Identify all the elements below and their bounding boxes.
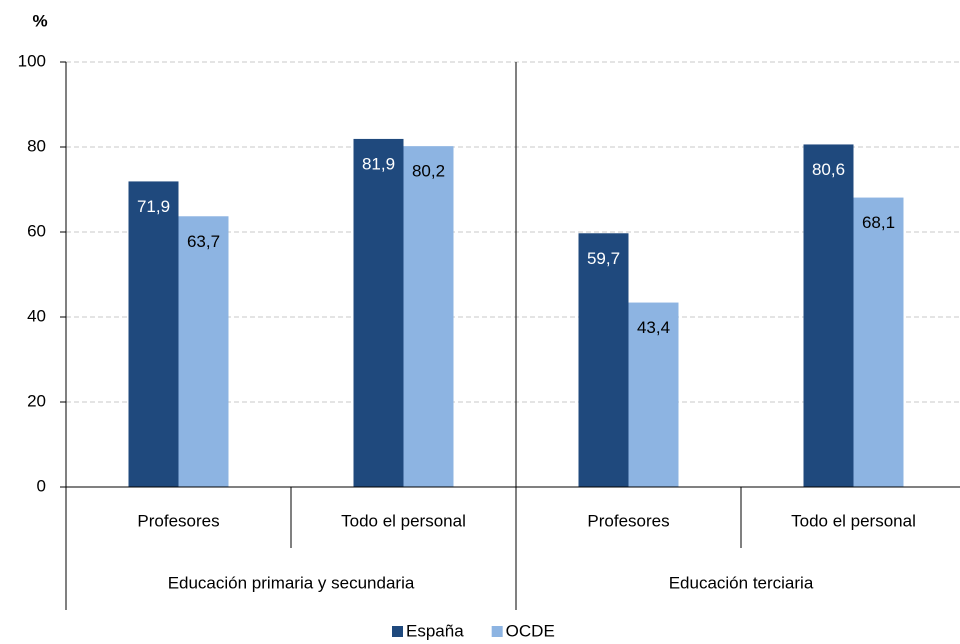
y-tick-label: 80 bbox=[27, 136, 46, 155]
y-tick-label: 100 bbox=[18, 51, 46, 70]
value-label: 59,7 bbox=[587, 249, 620, 268]
value-label: 68,1 bbox=[862, 213, 895, 232]
value-label: 80,6 bbox=[812, 160, 845, 179]
bar bbox=[803, 144, 854, 487]
y-tick-label: 20 bbox=[27, 391, 46, 410]
value-label: 63,7 bbox=[187, 232, 220, 251]
x-tick-label: Todo el personal bbox=[341, 511, 466, 530]
value-label: 43,4 bbox=[637, 318, 670, 337]
x-tick-label: Profesores bbox=[587, 511, 669, 530]
bar bbox=[628, 302, 679, 487]
x-tick-label: Todo el personal bbox=[791, 511, 916, 530]
bar bbox=[128, 181, 179, 488]
y-tick-label: 60 bbox=[27, 221, 46, 240]
value-label: 71,9 bbox=[137, 197, 170, 216]
value-label: 80,2 bbox=[412, 162, 445, 181]
bar bbox=[178, 216, 229, 487]
legend-swatch bbox=[491, 626, 503, 637]
bar bbox=[353, 138, 404, 488]
y-tick-label: 40 bbox=[27, 306, 46, 325]
group-label: Educación terciaria bbox=[669, 573, 814, 592]
value-label: 81,9 bbox=[362, 154, 395, 173]
x-tick-label: Profesores bbox=[137, 511, 219, 530]
legend-label: España bbox=[406, 621, 464, 640]
bar bbox=[403, 146, 454, 487]
y-axis-unit: % bbox=[32, 11, 47, 30]
group-label: Educación primaria y secundaria bbox=[168, 573, 415, 592]
y-tick-label: 0 bbox=[37, 476, 46, 495]
bar bbox=[853, 197, 904, 487]
bar bbox=[578, 233, 629, 487]
legend-label: OCDE bbox=[506, 621, 555, 640]
legend-swatch bbox=[392, 626, 403, 637]
